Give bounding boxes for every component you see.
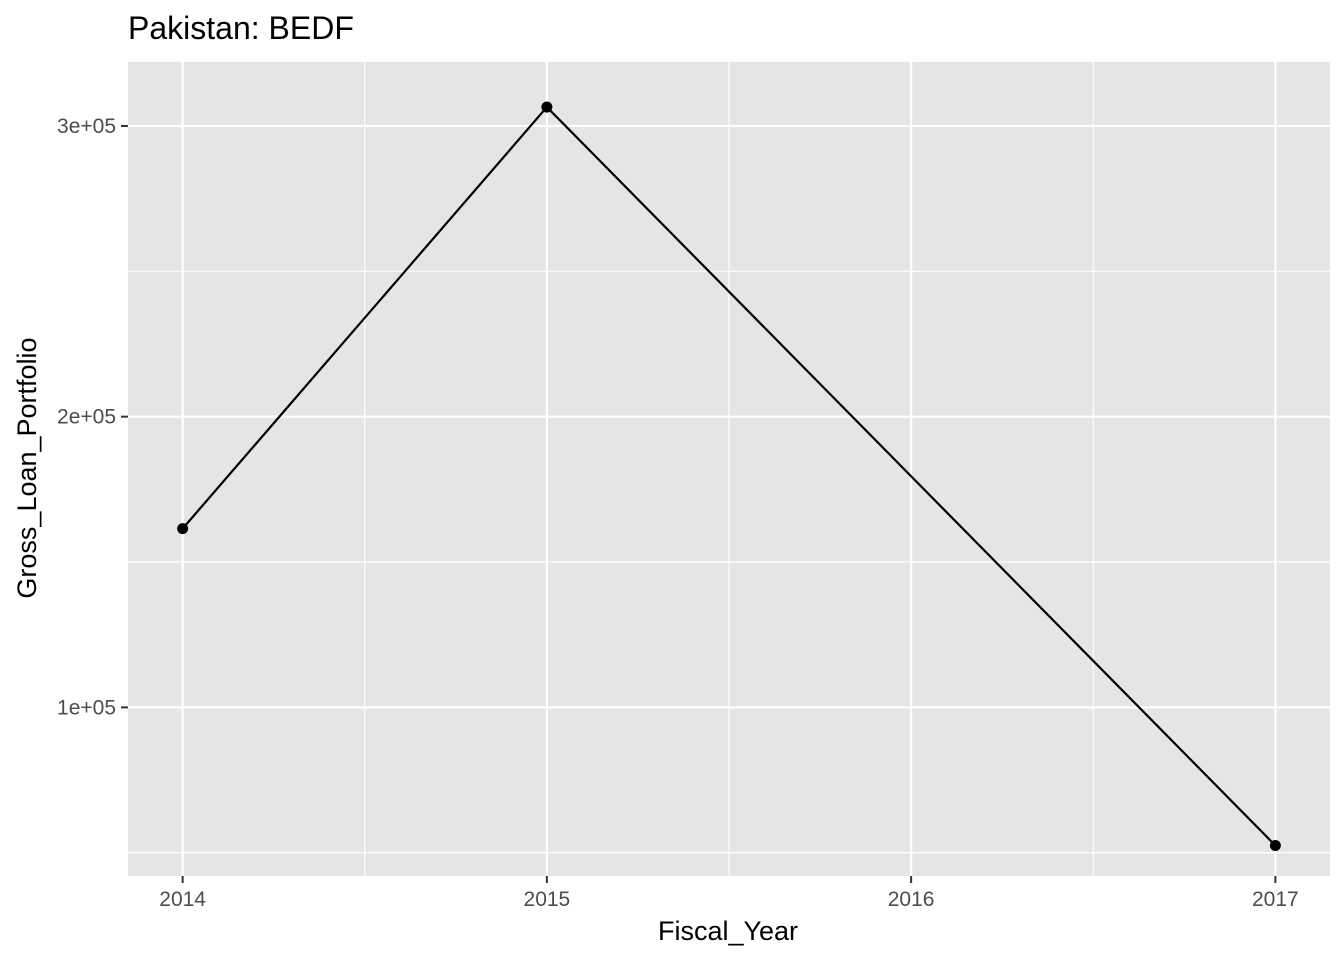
minor-gridlines [128, 62, 1330, 876]
x-tick-label: 2015 [524, 888, 571, 911]
chart-title: Pakistan: BEDF [128, 10, 354, 46]
data-point [541, 101, 553, 113]
data-point [1269, 839, 1281, 851]
major-gridlines [128, 62, 1330, 876]
y-tick-label: 1e+05 [57, 696, 116, 719]
x-axis: 2014 2015 2016 2017 [159, 876, 1299, 911]
x-tick-label: 2016 [888, 888, 935, 911]
y-tick-label: 3e+05 [57, 115, 116, 138]
x-axis-title: Fiscal_Year [658, 916, 798, 946]
y-axis-title: Gross_Loan_Portfolio [12, 337, 42, 598]
x-tick-label: 2014 [159, 888, 206, 911]
x-tick-label: 2017 [1252, 888, 1299, 911]
y-tick-label: 2e+05 [57, 406, 116, 429]
data-point [177, 523, 189, 535]
series-layer [177, 101, 1281, 851]
y-axis: 1e+05 2e+05 3e+05 [57, 115, 128, 719]
